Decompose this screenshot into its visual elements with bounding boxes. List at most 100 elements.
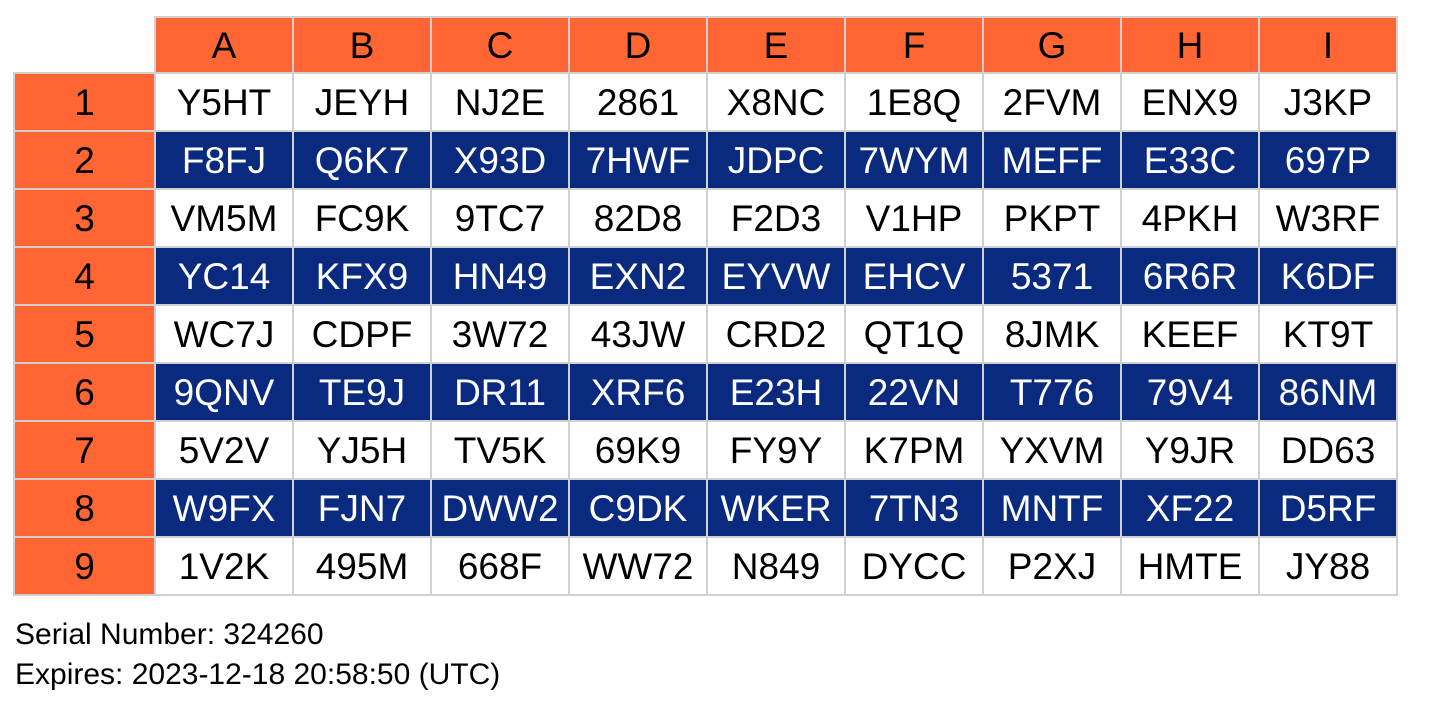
grid-cell-a3: VM5M <box>154 188 294 248</box>
grid-cell-i4: K6DF <box>1258 246 1398 306</box>
column-header-a: A <box>154 16 294 74</box>
serial-number-text: Serial Number: 324260 <box>15 618 324 651</box>
column-header-d: D <box>568 16 708 74</box>
grid-cell-i9: JY88 <box>1258 536 1398 596</box>
grid-cell-h3: 4PKH <box>1120 188 1260 248</box>
grid-cell-i5: KT9T <box>1258 304 1398 364</box>
security-grid-card: A B C D E F G H I 1 Y5HT JEYH NJ2E 2861 X8NC 1… <box>13 16 1398 596</box>
grid-cell-h9: HMTE <box>1120 536 1260 596</box>
grid-cell-f1: 1E8Q <box>844 72 984 132</box>
grid-cell-h5: KEEF <box>1120 304 1260 364</box>
grid-cell-d5: 43JW <box>568 304 708 364</box>
grid-cell-i7: DD63 <box>1258 420 1398 480</box>
grid-cell-a9: 1V2K <box>154 536 294 596</box>
grid-cell-c7: TV5K <box>430 420 570 480</box>
grid-cell-g5: 8JMK <box>982 304 1122 364</box>
grid-cell-e9: N849 <box>706 536 846 596</box>
grid-row: 6 9QNV TE9J DR11 XRF6 E23H 22VN T776 79V4 86NM <box>13 362 1398 422</box>
grid-cell-e4: EYVW <box>706 246 846 306</box>
grid-row: 8 W9FX FJN7 DWW2 C9DK WKER 7TN3 MNTF XF22 D5RF <box>13 478 1398 538</box>
grid-cell-i2: 697P <box>1258 130 1398 190</box>
grid-cell-b2: Q6K7 <box>292 130 432 190</box>
grid-cell-c5: 3W72 <box>430 304 570 364</box>
row-header-5: 5 <box>13 304 156 364</box>
grid-cell-g4: 5371 <box>982 246 1122 306</box>
grid-cell-c6: DR11 <box>430 362 570 422</box>
grid-cell-b9: 495M <box>292 536 432 596</box>
grid-cell-e1: X8NC <box>706 72 846 132</box>
grid-cell-a4: YC14 <box>154 246 294 306</box>
grid-cell-f8: 7TN3 <box>844 478 984 538</box>
row-header-1: 1 <box>13 72 156 132</box>
grid-cell-f4: EHCV <box>844 246 984 306</box>
grid-cell-e2: JDPC <box>706 130 846 190</box>
grid-cell-e8: WKER <box>706 478 846 538</box>
grid-cell-f6: 22VN <box>844 362 984 422</box>
column-header-i: I <box>1258 16 1398 74</box>
grid-cell-a7: 5V2V <box>154 420 294 480</box>
grid-cell-i8: D5RF <box>1258 478 1398 538</box>
grid-row: 2 F8FJ Q6K7 X93D 7HWF JDPC 7WYM MEFF E33C 697P <box>13 130 1398 190</box>
grid-cell-d8: C9DK <box>568 478 708 538</box>
grid-cell-f7: K7PM <box>844 420 984 480</box>
grid-cell-g6: T776 <box>982 362 1122 422</box>
grid-cell-b6: TE9J <box>292 362 432 422</box>
grid-cell-d1: 2861 <box>568 72 708 132</box>
row-header-7: 7 <box>13 420 156 480</box>
grid-cell-d6: XRF6 <box>568 362 708 422</box>
column-header-b: B <box>292 16 432 74</box>
grid-cell-b4: KFX9 <box>292 246 432 306</box>
grid-cell-f2: 7WYM <box>844 130 984 190</box>
row-header-9: 9 <box>13 536 156 596</box>
grid-cell-i1: J3KP <box>1258 72 1398 132</box>
expires-text: Expires: 2023-12-18 20:58:50 (UTC) <box>15 658 501 691</box>
grid-cell-h6: 79V4 <box>1120 362 1260 422</box>
grid-cell-g2: MEFF <box>982 130 1122 190</box>
grid-cell-e7: FY9Y <box>706 420 846 480</box>
grid-cell-h8: XF22 <box>1120 478 1260 538</box>
grid-cell-a8: W9FX <box>154 478 294 538</box>
grid-cell-h2: E33C <box>1120 130 1260 190</box>
grid-cell-a2: F8FJ <box>154 130 294 190</box>
grid-cell-b3: FC9K <box>292 188 432 248</box>
grid-row: 3 VM5M FC9K 9TC7 82D8 F2D3 V1HP PKPT 4PKH W3RF <box>13 188 1398 248</box>
grid-cell-b5: CDPF <box>292 304 432 364</box>
grid-cell-f5: QT1Q <box>844 304 984 364</box>
column-header-g: G <box>982 16 1122 74</box>
grid-cell-a1: Y5HT <box>154 72 294 132</box>
corner-cell <box>14 17 155 73</box>
grid-cell-d4: EXN2 <box>568 246 708 306</box>
column-header-f: F <box>844 16 984 74</box>
column-header-c: C <box>430 16 570 74</box>
grid-cell-d3: 82D8 <box>568 188 708 248</box>
grid-cell-b8: FJN7 <box>292 478 432 538</box>
grid-cell-g1: 2FVM <box>982 72 1122 132</box>
grid-cell-b7: YJ5H <box>292 420 432 480</box>
grid-row: 4 YC14 KFX9 HN49 EXN2 EYVW EHCV 5371 6R6R K6DF <box>13 246 1398 306</box>
grid-cell-g7: YXVM <box>982 420 1122 480</box>
grid-cell-c2: X93D <box>430 130 570 190</box>
grid-row: 1 Y5HT JEYH NJ2E 2861 X8NC 1E8Q 2FVM ENX9 J3KP <box>13 72 1398 132</box>
grid-cell-h4: 6R6R <box>1120 246 1260 306</box>
grid-cell-h7: Y9JR <box>1120 420 1260 480</box>
grid-cell-a5: WC7J <box>154 304 294 364</box>
grid-row: 5 WC7J CDPF 3W72 43JW CRD2 QT1Q 8JMK KEEF KT9T <box>13 304 1398 364</box>
column-header-e: E <box>706 16 846 74</box>
grid-cell-d9: WW72 <box>568 536 708 596</box>
grid-cell-c9: 668F <box>430 536 570 596</box>
grid-cell-h1: ENX9 <box>1120 72 1260 132</box>
grid-cell-c1: NJ2E <box>430 72 570 132</box>
row-header-6: 6 <box>13 362 156 422</box>
grid-cell-c8: DWW2 <box>430 478 570 538</box>
row-header-4: 4 <box>13 246 156 306</box>
grid-cell-b1: JEYH <box>292 72 432 132</box>
grid-cell-d7: 69K9 <box>568 420 708 480</box>
grid-cell-e5: CRD2 <box>706 304 846 364</box>
grid-cell-e6: E23H <box>706 362 846 422</box>
grid-cell-f9: DYCC <box>844 536 984 596</box>
row-header-3: 3 <box>13 188 156 248</box>
grid-cell-g8: MNTF <box>982 478 1122 538</box>
grid-cell-c4: HN49 <box>430 246 570 306</box>
grid-row: 7 5V2V YJ5H TV5K 69K9 FY9Y K7PM YXVM Y9JR DD63 <box>13 420 1398 480</box>
grid-cell-i3: W3RF <box>1258 188 1398 248</box>
